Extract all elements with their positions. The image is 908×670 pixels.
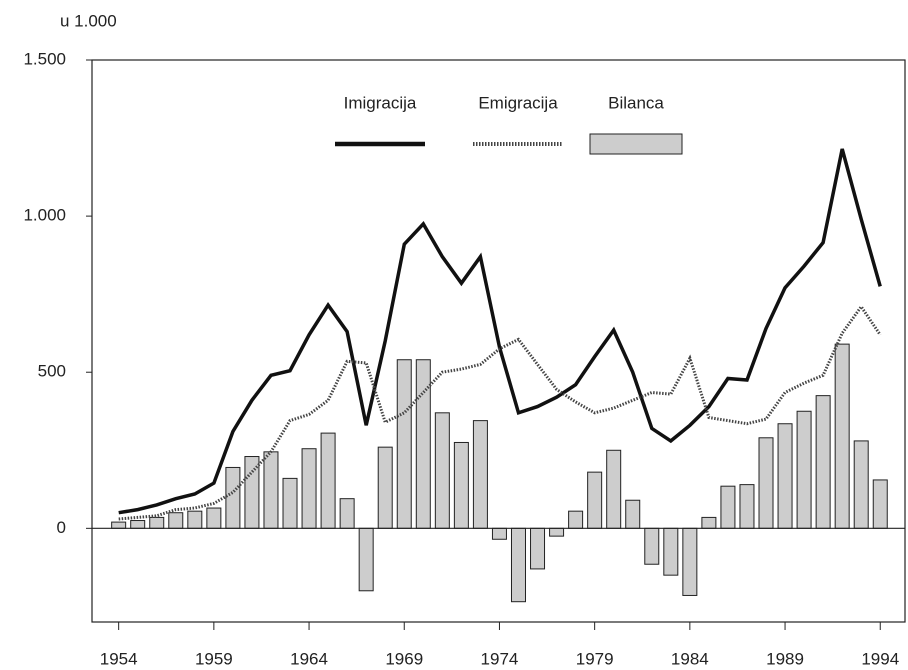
bar (606, 449, 622, 529)
legend-swatch (589, 133, 683, 155)
x-tick-label: 1984 (671, 649, 709, 668)
bar (339, 498, 355, 529)
bar (168, 512, 184, 529)
bar (530, 527, 546, 570)
bar (149, 516, 165, 529)
line (118, 304, 882, 521)
bar (358, 527, 374, 592)
bar (415, 359, 431, 529)
plot-frame (91, 59, 906, 623)
bar (815, 395, 831, 529)
bar (549, 527, 565, 537)
bar (739, 484, 755, 529)
x-tick-label: 1989 (766, 649, 804, 668)
x-tick-label: 1964 (290, 649, 328, 668)
bar (111, 521, 127, 529)
bar (587, 471, 603, 529)
bar (206, 507, 222, 529)
legend-label: Imigracija (344, 93, 417, 112)
y-tick-label: 1.000 (23, 206, 66, 225)
bar (453, 441, 469, 529)
bar (187, 510, 203, 529)
bar (225, 466, 241, 529)
y-tick-label: 1.500 (23, 49, 66, 68)
x-tick-label: 1979 (576, 649, 614, 668)
bar (568, 510, 584, 529)
legend-label: Emigracija (478, 93, 558, 112)
x-tick-label: 1954 (100, 649, 138, 668)
bar (377, 446, 393, 529)
y-tick-label: 0 (57, 518, 66, 537)
y-tick-label: 500 (38, 362, 66, 381)
bar (701, 516, 717, 529)
bar (720, 485, 736, 529)
bar (777, 423, 793, 529)
bar (625, 499, 641, 529)
bar (301, 448, 317, 529)
y-unit-label: u 1.000 (60, 11, 117, 30)
bar (758, 437, 774, 529)
bar (682, 527, 698, 596)
x-tick-label: 1974 (481, 649, 519, 668)
bar (320, 432, 336, 529)
bar (510, 527, 526, 603)
bar (644, 527, 660, 565)
bar (872, 479, 888, 529)
bar (663, 527, 679, 576)
bar (282, 477, 298, 529)
bar (853, 440, 869, 529)
legend-label: Bilanca (608, 93, 664, 112)
bar (472, 420, 488, 529)
bar (396, 359, 412, 529)
bar (130, 520, 146, 529)
bar (796, 410, 812, 529)
line (118, 148, 882, 515)
bar (434, 412, 450, 529)
x-tick-label: 1994 (861, 649, 899, 668)
bar (491, 527, 507, 540)
x-tick-label: 1959 (195, 649, 233, 668)
bar (263, 451, 279, 529)
x-tick-label: 1969 (385, 649, 423, 668)
bar (834, 343, 850, 529)
